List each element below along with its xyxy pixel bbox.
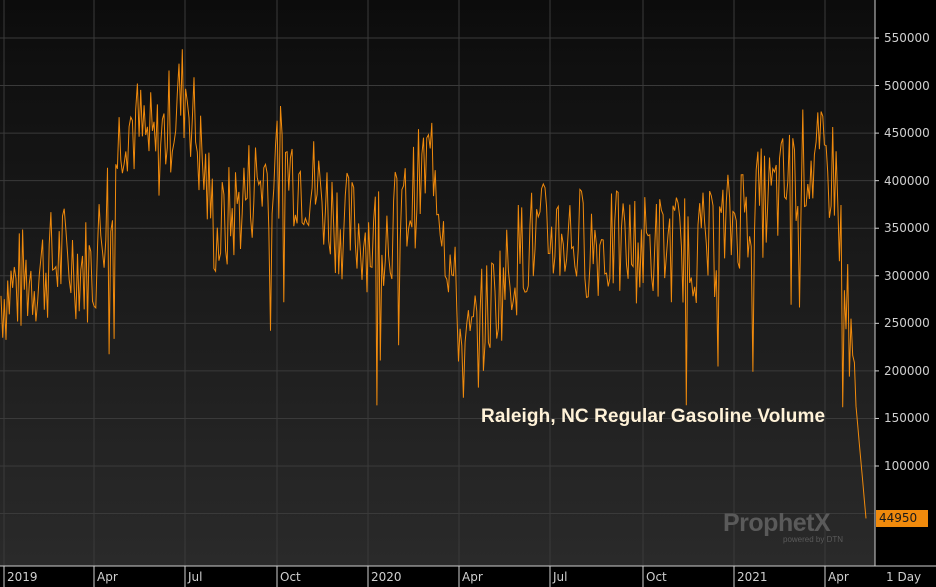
- y-tick-label: 350000: [884, 221, 930, 236]
- x-tick-label: 2019: [7, 570, 38, 584]
- x-tick-label: Apr: [97, 570, 118, 584]
- x-tick-label: Oct: [646, 570, 667, 584]
- x-tick-label: Oct: [280, 570, 301, 584]
- volume-series-line: [0, 49, 867, 519]
- chart-title: Raleigh, NC Regular Gasoline Volume: [481, 406, 826, 427]
- x-tick-label: Jul: [553, 570, 568, 584]
- y-tick-label: 200000: [884, 363, 930, 378]
- logo-tagline: powered by DTN: [783, 535, 844, 544]
- prophetx-logo: ProphetX: [723, 509, 831, 537]
- last-value-tag: 44950: [876, 510, 928, 527]
- x-tick-label: Apr: [828, 570, 849, 584]
- y-tick-label: 400000: [884, 173, 930, 188]
- y-tick-label: 250000: [884, 316, 930, 331]
- y-tick-label: 500000: [884, 78, 930, 93]
- y-tick-label: 150000: [884, 411, 930, 426]
- x-tick-label: Apr: [462, 570, 483, 584]
- y-tick-label: 100000: [884, 459, 930, 473]
- x-tick-label: Jul: [188, 570, 203, 584]
- y-tick-label: 550000: [884, 31, 930, 45]
- interval-selector[interactable]: 1 Day: [886, 570, 922, 584]
- plot-background: [0, 0, 875, 566]
- x-tick-label: 2021: [737, 570, 768, 584]
- x-tick-label: 2020: [371, 570, 402, 584]
- y-tick-label: 450000: [884, 126, 930, 141]
- y-tick-label: 300000: [884, 268, 930, 283]
